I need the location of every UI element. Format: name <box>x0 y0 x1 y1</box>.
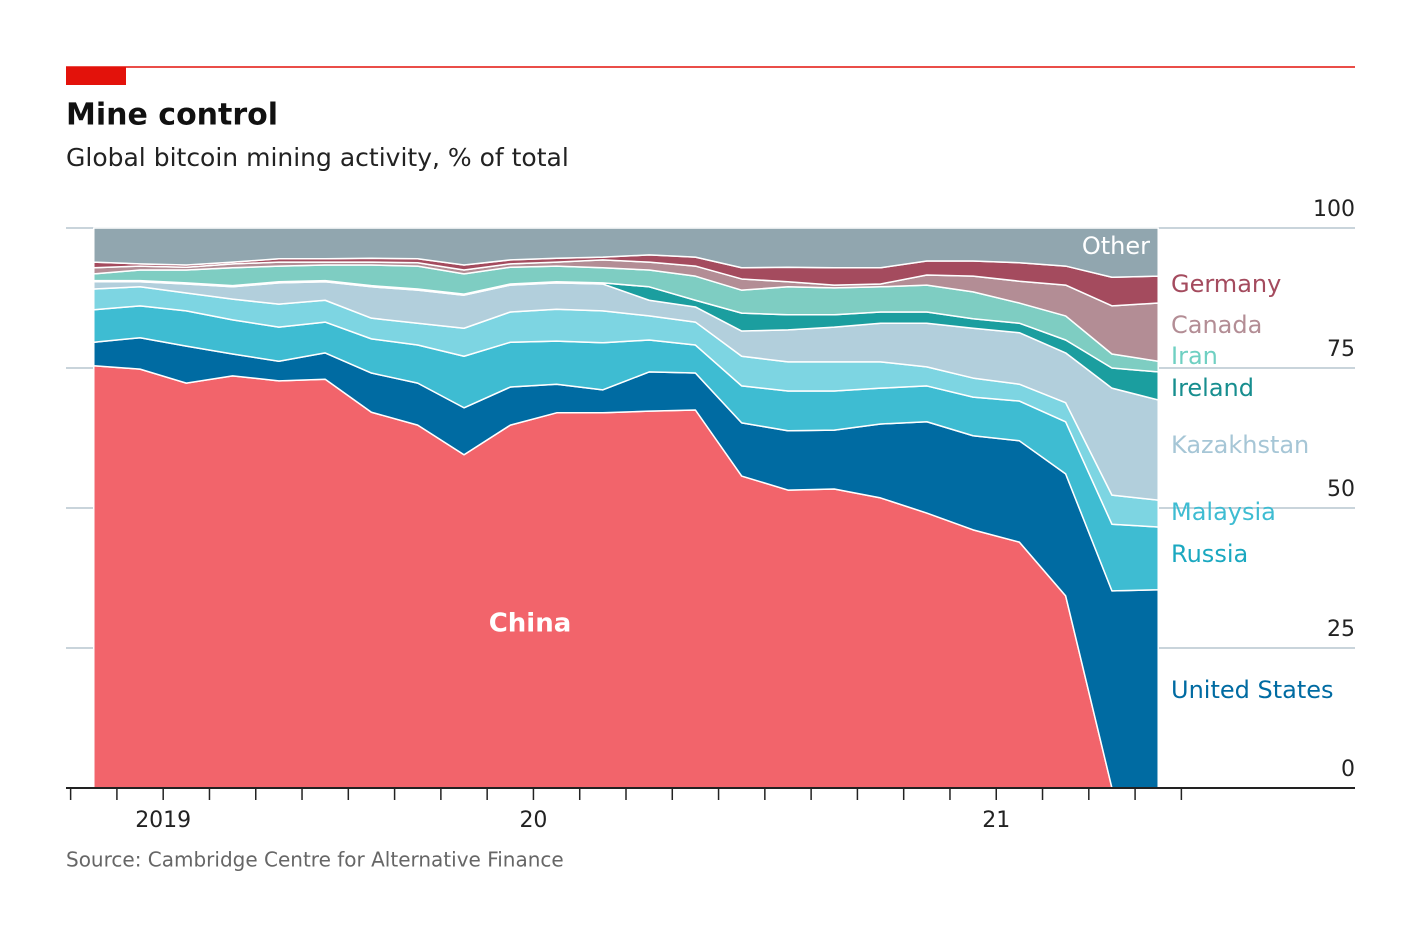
series-label: Russia <box>1171 540 1248 568</box>
y-tick-label: 25 <box>1327 617 1355 642</box>
series-label: Canada <box>1171 311 1262 339</box>
series-label: Iran <box>1171 342 1218 370</box>
y-tick-label: 50 <box>1327 477 1355 502</box>
x-tick-label: 2019 <box>135 808 191 833</box>
x-tick-label: 20 <box>519 808 547 833</box>
chart-title: Mine control <box>66 98 278 133</box>
series-label: United States <box>1171 676 1334 704</box>
y-tick-label: 0 <box>1341 757 1355 782</box>
series-label: Germany <box>1171 270 1281 298</box>
series-label: Other <box>1082 232 1150 260</box>
series-label: China <box>489 609 572 639</box>
red-tag <box>66 67 126 85</box>
y-tick-label: 100 <box>1313 197 1355 222</box>
series-label: Malaysia <box>1171 498 1276 526</box>
axes: 0 25 50 75 100 2019 20 21 China United States Russ… <box>66 197 1355 833</box>
y-tick-label: 75 <box>1327 337 1355 362</box>
x-tick-label: 21 <box>982 808 1010 833</box>
areas <box>93 227 1159 789</box>
chart-subtitle: Global bitcoin mining activity, % of tot… <box>66 143 569 172</box>
series-label: Ireland <box>1171 374 1254 402</box>
area <box>93 227 1159 279</box>
series-label: Kazakhstan <box>1171 431 1309 459</box>
source: Source: Cambridge Centre for Alternative… <box>66 848 564 872</box>
